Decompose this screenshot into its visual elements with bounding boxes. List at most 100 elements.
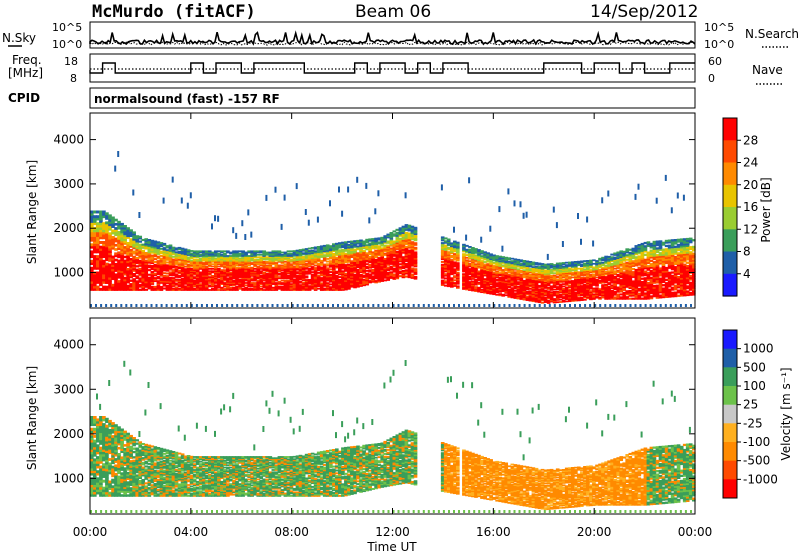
power-cell [250, 232, 252, 238]
power-cell [411, 226, 415, 228]
nsky-series [90, 32, 695, 45]
power-cell [138, 236, 142, 238]
power-cell [190, 268, 194, 270]
power-cell [553, 272, 557, 274]
power-cell [317, 217, 319, 223]
power-cell [326, 244, 330, 246]
power-cell [253, 259, 257, 261]
power-cell [265, 256, 269, 258]
power-cell [96, 222, 100, 225]
power-cell [235, 233, 237, 239]
power-cell [190, 250, 194, 252]
power-cell [396, 232, 400, 234]
power-cell [592, 293, 596, 295]
power-cell [123, 225, 127, 228]
power-cell [520, 201, 522, 207]
power-cell [526, 212, 528, 218]
power-cell [480, 237, 482, 243]
power-cell [553, 291, 557, 293]
power-cell [565, 264, 569, 266]
power-cell [172, 177, 174, 183]
power-cell [238, 250, 242, 252]
power-cell [532, 266, 536, 268]
power-cell [553, 289, 557, 291]
power-cell [411, 241, 415, 243]
power-cell [495, 288, 499, 290]
power-cell [541, 263, 545, 265]
power-cell [265, 252, 269, 254]
power-cell [501, 246, 503, 252]
cpid-label: CPID [8, 91, 40, 105]
power-cell [565, 301, 569, 303]
power-cell [265, 273, 269, 275]
power-cell [520, 274, 524, 276]
power-cell [144, 289, 148, 291]
power-cell [305, 209, 307, 215]
power-cell [601, 267, 605, 269]
power-cell [132, 190, 134, 196]
power-cell [214, 215, 216, 221]
power-cell [495, 294, 499, 296]
power-cell [586, 217, 588, 223]
power-cell [296, 183, 298, 189]
power-cell [374, 208, 376, 214]
power-cell [326, 263, 330, 265]
power-cell [132, 256, 136, 258]
power-cell [290, 263, 294, 265]
power-cell [453, 227, 455, 233]
freq-label: Freq. [12, 53, 42, 67]
power-cell [329, 200, 331, 206]
power-cell [314, 267, 318, 269]
power-cell [523, 213, 525, 219]
power-cell [290, 259, 294, 261]
power-cell [480, 260, 484, 262]
nsearch-right-tick-top: 10^5 [704, 21, 734, 34]
nsky-left-tick-bottom: 10^0 [52, 38, 82, 51]
freq-left-tick-bottom: 8 [70, 72, 77, 85]
power-cell [580, 261, 584, 263]
power-cell [253, 250, 257, 252]
power-cell [132, 251, 136, 253]
power-cell [166, 262, 170, 264]
power-cell [132, 273, 136, 275]
power-cell [338, 242, 342, 244]
power-cell [154, 264, 158, 266]
power-cell [411, 274, 415, 276]
nsky-label: N.Sky [2, 31, 36, 45]
power-cell [580, 277, 584, 279]
power-cell [96, 211, 100, 214]
power-cell [253, 270, 257, 272]
power-cell [405, 192, 407, 198]
power-cell [374, 259, 378, 261]
power-cell [480, 250, 484, 252]
nsearch-label: N.Search [745, 27, 799, 41]
power-cell [495, 270, 499, 272]
power-cell [414, 247, 418, 249]
power-cell [275, 187, 277, 193]
power-cell [374, 238, 378, 240]
power-cell [190, 260, 194, 262]
power-cell [238, 253, 242, 255]
power-cell [305, 275, 309, 277]
power-cell [447, 239, 451, 241]
power-cell [178, 262, 182, 264]
power-cell [326, 282, 330, 284]
power-cell [308, 220, 310, 226]
power-cell [495, 255, 499, 257]
freq-units-label: [MHz] [8, 66, 43, 80]
freq-left-tick-top: 18 [64, 55, 78, 68]
power-cell [275, 282, 279, 284]
power-cell [229, 272, 233, 274]
power-cell [520, 263, 524, 265]
power-cell [265, 265, 269, 267]
power-cell [217, 216, 219, 222]
power-cell [607, 191, 609, 197]
power-cell [232, 227, 234, 233]
power-cell [178, 279, 182, 281]
freq-panel-frame [90, 54, 695, 82]
power-cell [314, 250, 318, 252]
power-cell [495, 279, 499, 281]
power-cell [105, 221, 109, 224]
power-cell [507, 289, 511, 291]
